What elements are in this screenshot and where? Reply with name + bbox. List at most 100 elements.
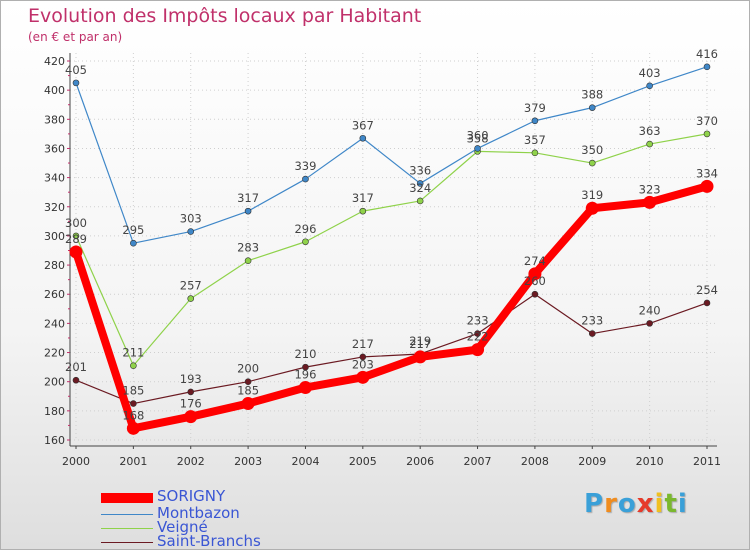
y-tick-label: 160 (44, 434, 65, 447)
data-point (244, 207, 252, 215)
logo-letter: i (654, 489, 665, 519)
y-tick-label: 400 (44, 84, 65, 97)
legend-swatch-montbazon (101, 514, 153, 515)
data-label: 219 (409, 334, 431, 348)
data-point (187, 228, 195, 235)
data-point (416, 180, 424, 187)
data-point (703, 130, 711, 138)
legend-swatch-saint-branchs (101, 542, 153, 543)
series-line-veigné (75, 133, 708, 367)
series-line-sorigny (72, 182, 709, 433)
data-label: 210 (294, 347, 316, 361)
data-point (302, 238, 309, 246)
x-tick-label: 2004 (291, 455, 319, 468)
data-point (413, 350, 427, 364)
data-label: 350 (581, 143, 603, 157)
x-tick-label: 2005 (349, 455, 377, 468)
data-label: 211 (122, 346, 144, 360)
data-label: 403 (639, 66, 661, 80)
legend-swatch-veigne (101, 528, 153, 529)
data-label: 317 (237, 191, 259, 205)
data-label: 317 (352, 191, 374, 205)
data-label: 168 (122, 408, 144, 422)
data-label: 363 (639, 124, 661, 138)
y-tick-label: 380 (44, 113, 65, 126)
data-point (244, 257, 252, 265)
y-tick-label: 320 (44, 201, 65, 214)
legend-label-veigne: Veigné (157, 518, 208, 536)
data-point (528, 267, 542, 281)
x-tick-label: 2000 (62, 455, 90, 468)
data-label: 283 (237, 241, 259, 255)
data-point (646, 320, 653, 327)
data-point (187, 295, 195, 302)
data-point (184, 410, 198, 424)
data-point (703, 63, 711, 71)
data-label: 323 (639, 182, 661, 196)
chart-subtitle: (en € et par an) (28, 30, 123, 44)
data-label: 274 (524, 254, 546, 268)
data-label: 388 (581, 88, 603, 102)
data-point (244, 378, 252, 385)
data-point (588, 330, 596, 337)
legend-swatch-sorigny (101, 493, 153, 503)
data-point (416, 197, 424, 205)
logo-letter: x (636, 489, 655, 519)
data-label: 360 (467, 128, 489, 142)
x-tick-label: 2001 (119, 455, 147, 468)
y-tick-label: 200 (44, 376, 65, 389)
data-point (356, 370, 370, 384)
data-label: 201 (65, 360, 87, 374)
data-point (471, 343, 485, 357)
y-tick-label: 240 (44, 317, 65, 330)
data-label: 334 (696, 166, 718, 180)
logo-letter: r (604, 489, 618, 519)
data-point (474, 330, 481, 337)
logo-letter: t (664, 489, 678, 519)
data-label: 260 (524, 274, 546, 288)
y-tick-label: 260 (44, 288, 65, 301)
data-label: 257 (180, 279, 202, 293)
data-point (359, 207, 367, 215)
data-point (588, 104, 596, 111)
data-label: 300 (65, 216, 87, 230)
data-label: 289 (65, 232, 87, 246)
data-point (646, 140, 653, 148)
data-point (585, 201, 599, 215)
data-label: 185 (237, 384, 259, 398)
data-label: 303 (180, 212, 202, 226)
data-label: 233 (581, 314, 603, 328)
data-label: 222 (467, 330, 489, 344)
data-point (302, 363, 309, 371)
data-label: 324 (409, 181, 431, 195)
legend-label-saint-branchs: Saint-Branchs (157, 532, 261, 550)
data-point (187, 388, 195, 396)
proxiti-logo: Proxiti (584, 489, 688, 519)
x-tick-label: 2007 (464, 455, 492, 468)
x-tick-label: 2008 (521, 455, 549, 468)
data-point (359, 134, 367, 142)
legend-label-sorigny: SORIGNY (157, 487, 226, 505)
data-label: 367 (352, 118, 374, 132)
data-label: 200 (237, 362, 259, 376)
data-label: 416 (696, 47, 718, 61)
data-label: 295 (122, 223, 144, 237)
data-point (298, 381, 312, 395)
data-label: 339 (294, 159, 316, 173)
data-point (643, 195, 657, 209)
data-label: 379 (524, 101, 546, 115)
data-point (126, 421, 140, 435)
data-point (474, 145, 481, 152)
data-label: 296 (294, 222, 316, 236)
y-tick-label: 340 (44, 172, 65, 185)
logo-letter: P (584, 489, 605, 519)
data-point (241, 397, 255, 411)
series-line-saint-branchs (75, 293, 708, 405)
data-label: 233 (467, 314, 489, 328)
y-tick-label: 180 (44, 405, 65, 418)
logo-letter: i (677, 489, 688, 519)
x-tick-label: 2006 (406, 455, 434, 468)
data-label: 176 (180, 397, 202, 411)
data-label: 203 (352, 357, 374, 371)
data-point (72, 232, 80, 240)
